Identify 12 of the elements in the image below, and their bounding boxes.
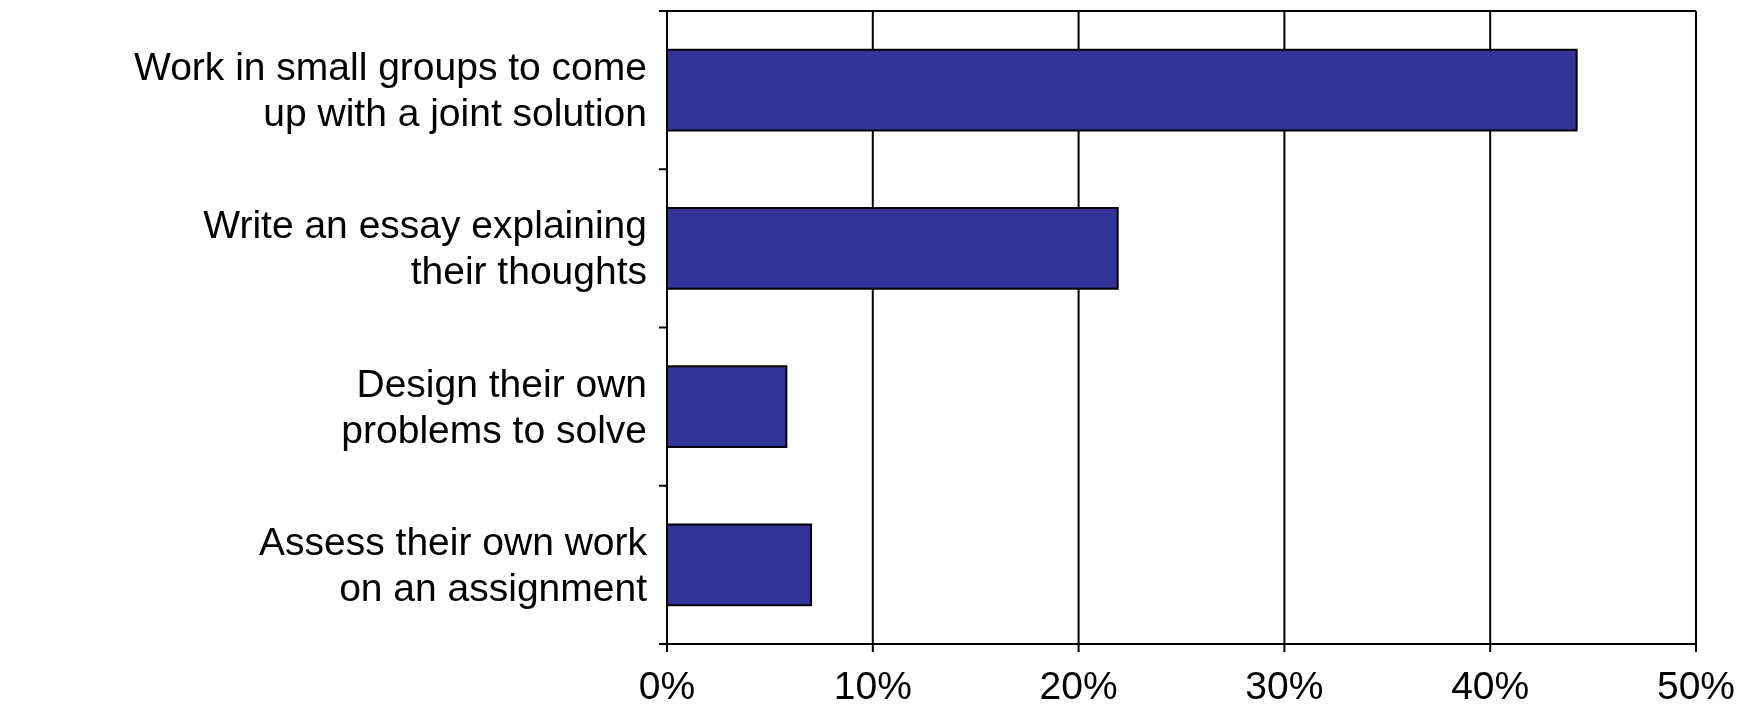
- x-tick-label: 50%: [1656, 664, 1736, 707]
- y-tick-label: Work in small groups to come up with a joint solution: [134, 45, 647, 135]
- x-tick-label: 10%: [833, 664, 912, 707]
- y-tick-label: Write an essay explaining their thoughts: [203, 203, 647, 293]
- bar: [666, 523, 813, 607]
- y-tick-label: Design their own problems to solve: [341, 361, 647, 451]
- x-tick-label: 40%: [1451, 664, 1530, 707]
- x-tick-label: 30%: [1245, 664, 1324, 707]
- y-tick-label: Assess their own work on an assignment: [259, 519, 648, 609]
- x-tick-label: 20%: [1039, 664, 1118, 707]
- bar: [666, 365, 788, 448]
- x-tick-label: 0%: [638, 664, 696, 707]
